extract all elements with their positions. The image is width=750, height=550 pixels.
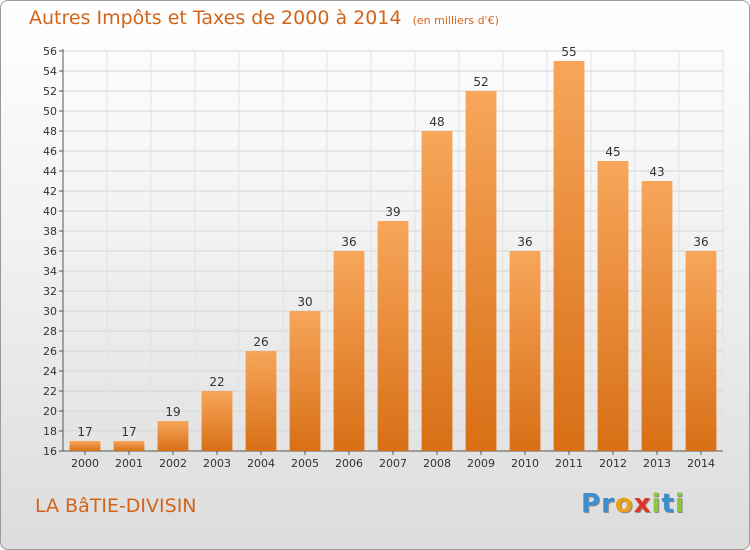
- logo-letter: P: [581, 489, 602, 519]
- chart-title: Autres Impôts et Taxes de 2000 à 2014: [29, 7, 402, 29]
- data-label: 26: [253, 335, 268, 349]
- bar: [509, 251, 541, 451]
- data-label: 19: [165, 405, 180, 419]
- data-label: 39: [385, 205, 400, 219]
- data-label: 36: [517, 235, 532, 249]
- data-label: 55: [561, 45, 576, 59]
- logo-letter: t: [661, 489, 675, 519]
- data-label: 48: [429, 115, 444, 129]
- x-tick-label: 2000: [71, 457, 99, 470]
- bar: [69, 441, 101, 451]
- y-tick-label: 40: [43, 205, 57, 218]
- y-tick-label: 34: [43, 265, 57, 278]
- bar: [113, 441, 145, 451]
- y-tick-label: 54: [43, 65, 57, 78]
- y-tick-label: 32: [43, 285, 57, 298]
- logo-letter: o: [614, 489, 634, 519]
- y-tick-label: 16: [43, 445, 57, 458]
- data-label: 43: [649, 165, 664, 179]
- bar: [641, 181, 673, 451]
- bar: [421, 131, 453, 451]
- x-tick-label: 2011: [555, 457, 583, 470]
- x-tick-label: 2005: [291, 457, 319, 470]
- y-tick-label: 24: [43, 365, 57, 378]
- x-tick-label: 2008: [423, 457, 451, 470]
- x-tick-label: 2013: [643, 457, 671, 470]
- x-tick-label: 2003: [203, 457, 231, 470]
- y-tick-label: 20: [43, 405, 57, 418]
- data-label: 45: [605, 145, 620, 159]
- data-label: 30: [297, 295, 312, 309]
- bar: [289, 311, 321, 451]
- commune-name: LA BâTIE-DIVISIN: [35, 495, 197, 517]
- bar: [685, 251, 717, 451]
- title-row: Autres Impôts et Taxes de 2000 à 2014 (e…: [29, 7, 499, 29]
- logo-letter: r: [601, 489, 615, 519]
- y-tick-label: 28: [43, 325, 57, 338]
- y-tick-label: 46: [43, 145, 57, 158]
- bar: [377, 221, 409, 451]
- x-tick-label: 2012: [599, 457, 627, 470]
- data-label: 17: [121, 425, 136, 439]
- data-label: 22: [209, 375, 224, 389]
- bar: [201, 391, 233, 451]
- x-tick-label: 2010: [511, 457, 539, 470]
- y-tick-label: 44: [43, 165, 57, 178]
- data-label: 17: [77, 425, 92, 439]
- y-tick-label: 36: [43, 245, 57, 258]
- y-tick-label: 22: [43, 385, 57, 398]
- y-tick-label: 18: [43, 425, 57, 438]
- y-tick-label: 38: [43, 225, 57, 238]
- bar: [597, 161, 629, 451]
- labels: 16 18 20 22 24 26 28 30 32 34 36 38 40 42 44 46 48 50 52 54…: [43, 45, 715, 470]
- x-tick-label: 2002: [159, 457, 187, 470]
- bar: [333, 251, 365, 451]
- x-tick-label: 2006: [335, 457, 363, 470]
- bar: [245, 351, 277, 451]
- unit-note: (en milliers d'€): [412, 14, 499, 27]
- y-tick-label: 30: [43, 305, 57, 318]
- bar: [553, 61, 585, 451]
- y-tick-label: 26: [43, 345, 57, 358]
- y-tick-label: 50: [43, 105, 57, 118]
- y-tick-label: 48: [43, 125, 57, 138]
- data-label: 36: [693, 235, 708, 249]
- x-tick-label: 2001: [115, 457, 143, 470]
- data-label: 52: [473, 75, 488, 89]
- x-tick-label: 2007: [379, 457, 407, 470]
- x-tick-label: 2009: [467, 457, 495, 470]
- y-tick-label: 56: [43, 45, 57, 58]
- logo-letter: i: [674, 489, 685, 519]
- x-tick-label: 2004: [247, 457, 275, 470]
- logo-letter: i: [651, 489, 662, 519]
- bar: [157, 421, 189, 451]
- proxiti-logo: Proxiti: [581, 489, 685, 519]
- y-tick-label: 42: [43, 185, 57, 198]
- bars: [69, 61, 717, 451]
- y-tick-label: 52: [43, 85, 57, 98]
- data-label: 36: [341, 235, 356, 249]
- x-tick-label: 2014: [687, 457, 715, 470]
- logo-letter: x: [633, 489, 652, 519]
- bar: [465, 91, 497, 451]
